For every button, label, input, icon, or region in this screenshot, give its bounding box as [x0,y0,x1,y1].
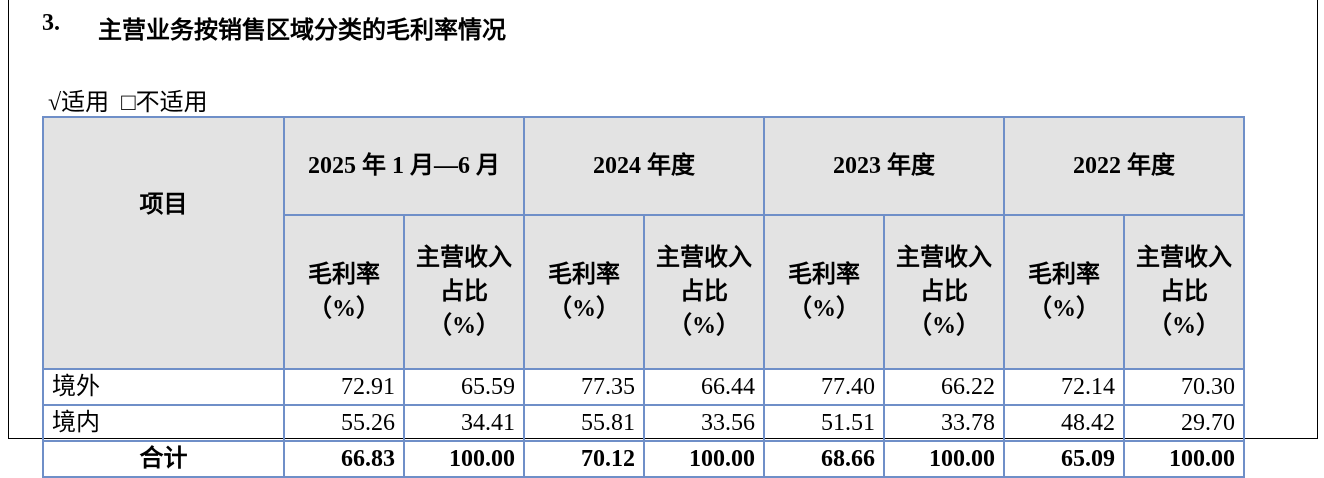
table-cell: 100.00 [643,440,765,478]
table-cell: 主营收入占比（%） [883,213,1005,371]
table-cell: 主营收入占比（%） [1123,213,1245,371]
table-cell: 100.00 [403,440,525,478]
table-cell: 合计 [42,440,285,478]
subheader-row: 毛利率（%） 主营收入占比（%） 毛利率（%） 主营收入占比（%） 毛利率（%） 主营收入… [43,213,1245,371]
table-cell: 65.09 [1003,440,1125,478]
data-row: 合计 66.83 100.00 70.12 100.00 68.66 100.00 65.09… [42,440,1245,478]
table-cell: 34.41 [403,404,525,442]
table-cell: 毛利率（%） [283,213,405,371]
data-row: 境外 72.91 65.59 77.35 66.44 77.40 66.22 72.14 70.… [42,368,1245,406]
table-cell: 2025 年 1 月—6 月 [283,116,525,216]
table-cell: 29.70 [1123,404,1245,442]
table-cell: 100.00 [1123,440,1245,478]
section-title: 主营业务按销售区域分类的毛利率情况 [98,18,506,44]
table-cell: 55.26 [283,404,405,442]
table-cell: 51.51 [763,404,885,442]
data-row: 境内 55.26 34.41 55.81 33.56 51.51 33.78 48.42 29.… [42,404,1245,442]
table-cell: 65.59 [403,368,525,406]
table-cell: 33.78 [883,404,1005,442]
table: 项目 2025 年 1 月—6 月 2024 年度 2023 年度 2022 年度 毛利率… [42,116,1245,478]
section-number: 3. [42,10,60,36]
header-row: 项目 2025 年 1 月—6 月 2024 年度 2023 年度 2022 年度 [42,116,1245,370]
table-cell: 项目 [42,116,285,370]
table-cell: 毛利率（%） [1003,213,1125,371]
table-cell: 100.00 [883,440,1005,478]
table-cell: 境内 [42,404,285,442]
table-cell: 境外 [42,368,285,406]
table-cell: 主营收入占比（%） [403,213,525,371]
table-cell: 2023 年度 [763,116,1005,216]
table-cell: 55.81 [523,404,645,442]
table-cell: 66.83 [283,440,405,478]
not-applicable: □不适用 [121,90,208,116]
table-cell: 66.22 [883,368,1005,406]
table-cell: 66.44 [643,368,765,406]
table-cell: 77.40 [763,368,885,406]
table-cell: 主营收入占比（%） [643,213,765,371]
table-cell: 72.91 [283,368,405,406]
applicability: √适用 □不适用 [48,82,208,117]
applicable: √适用 [48,90,110,116]
table-cell: 毛利率（%） [523,213,645,371]
table-cell: 48.42 [1003,404,1125,442]
table-cell: 72.14 [1003,368,1125,406]
table-cell: 33.56 [643,404,765,442]
table-cell: 2022 年度 [1003,116,1245,216]
table-cell: 70.30 [1123,368,1245,406]
table-cell: 68.66 [763,440,885,478]
table-cell: 毛利率（%） [763,213,885,371]
table-cell: 2024 年度 [523,116,765,216]
table-cell: 77.35 [523,368,645,406]
table-cell: 70.12 [523,440,645,478]
page: 3. 主营业务按销售区域分类的毛利率情况 √适用 □不适用 项目 2025 年 1… [8,0,1318,478]
